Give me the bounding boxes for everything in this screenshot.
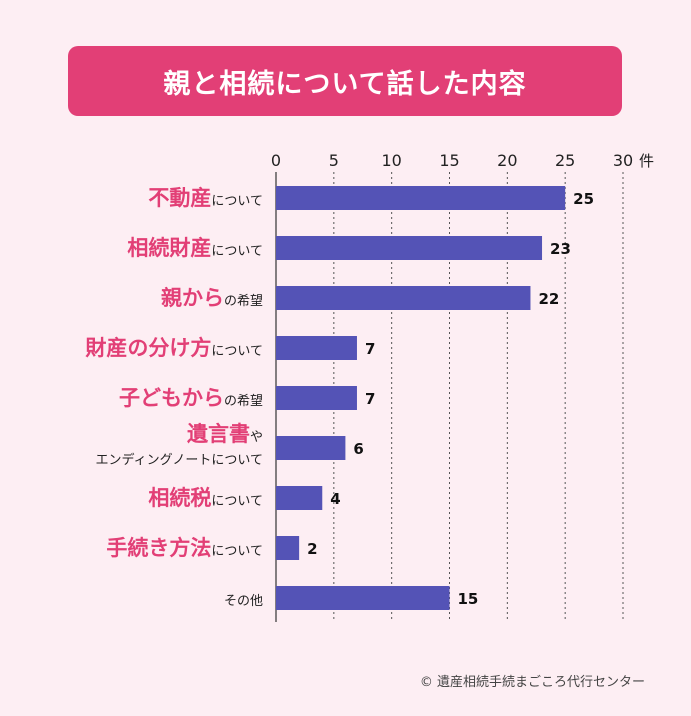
data-label: 15 (458, 590, 479, 608)
category-label: 親からの希望 (161, 286, 263, 310)
category-label: 財産の分け方について (85, 336, 263, 360)
bar (276, 586, 450, 610)
bar (276, 386, 357, 410)
bar (276, 186, 566, 210)
data-label: 7 (365, 340, 375, 358)
x-tick-label: 30 (613, 151, 633, 170)
copyright-footer: © 遺産相続手続まごころ代行センター (419, 675, 645, 690)
bar (276, 336, 357, 360)
x-tick-label: 5 (329, 151, 339, 170)
data-label: 6 (353, 440, 363, 458)
x-tick-label: 15 (439, 151, 459, 170)
unit-label: 件 (639, 152, 654, 170)
data-label: 7 (365, 390, 375, 408)
category-label: 子どもからの希望 (119, 386, 263, 410)
x-tick-label: 10 (381, 151, 401, 170)
bar (276, 436, 346, 460)
chart-title: 親と相続について話した内容 (68, 46, 622, 116)
data-label: 22 (538, 290, 559, 308)
data-label: 23 (550, 240, 571, 258)
bar (276, 536, 300, 560)
x-tick-label: 20 (497, 151, 517, 170)
bar (276, 236, 543, 260)
bar (276, 486, 323, 510)
category-label: エンディングノートについて (96, 452, 263, 468)
data-label: 4 (330, 490, 340, 508)
category-label: 相続財産について (127, 236, 263, 260)
data-label: 25 (573, 190, 594, 208)
category-label: 遺言書や (187, 422, 263, 446)
category-label: 不動産について (148, 186, 263, 210)
data-label: 2 (307, 540, 317, 558)
category-label: 手続き方法について (106, 536, 263, 560)
category-label: その他 (224, 594, 263, 609)
x-tick-label: 25 (555, 151, 575, 170)
bar (276, 286, 531, 310)
x-tick-label: 0 (271, 151, 281, 170)
category-label: 相続税について (148, 486, 263, 510)
